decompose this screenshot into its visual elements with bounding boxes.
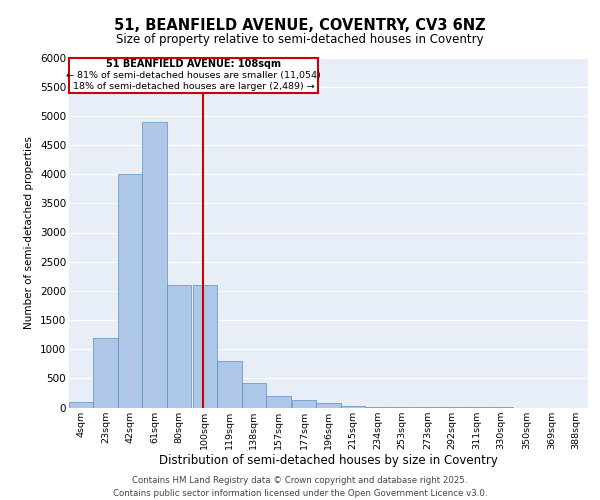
Bar bbox=[316, 403, 341, 407]
Text: 51 BEANFIELD AVENUE: 108sqm: 51 BEANFIELD AVENUE: 108sqm bbox=[106, 59, 281, 69]
Text: 51, BEANFIELD AVENUE, COVENTRY, CV3 6NZ: 51, BEANFIELD AVENUE, COVENTRY, CV3 6NZ bbox=[114, 18, 486, 32]
Y-axis label: Number of semi-detached properties: Number of semi-detached properties bbox=[25, 136, 34, 329]
X-axis label: Distribution of semi-detached houses by size in Coventry: Distribution of semi-detached houses by … bbox=[159, 454, 498, 468]
Bar bbox=[365, 406, 389, 408]
Text: Contains HM Land Registry data © Crown copyright and database right 2025.
Contai: Contains HM Land Registry data © Crown c… bbox=[113, 476, 487, 498]
FancyBboxPatch shape bbox=[69, 58, 318, 92]
Bar bbox=[242, 383, 266, 407]
Bar bbox=[94, 338, 118, 407]
Bar bbox=[193, 285, 217, 408]
Text: 18% of semi-detached houses are larger (2,489) →: 18% of semi-detached houses are larger (… bbox=[73, 82, 314, 90]
Text: ← 81% of semi-detached houses are smaller (11,054): ← 81% of semi-detached houses are smalle… bbox=[66, 71, 321, 80]
Bar bbox=[142, 122, 167, 408]
Bar bbox=[69, 402, 94, 407]
Bar bbox=[217, 361, 242, 408]
Text: Size of property relative to semi-detached houses in Coventry: Size of property relative to semi-detach… bbox=[116, 32, 484, 46]
Bar bbox=[341, 406, 365, 407]
Bar bbox=[118, 174, 142, 408]
Bar bbox=[292, 400, 316, 407]
Bar bbox=[266, 396, 290, 407]
Bar bbox=[167, 285, 191, 408]
